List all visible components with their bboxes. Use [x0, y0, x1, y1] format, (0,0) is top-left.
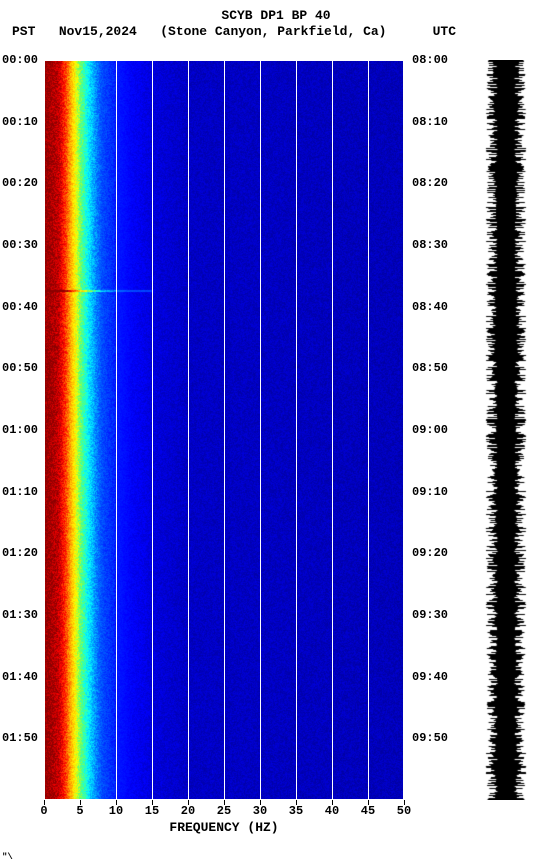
location-label: (Stone Canyon, Parkfield, Ca) — [160, 24, 386, 39]
ytick-right: 08:10 — [412, 115, 448, 129]
xtick-label: 35 — [289, 804, 303, 818]
ytick-left: 00:10 — [2, 115, 38, 129]
ytick-left: 01:10 — [2, 485, 38, 499]
ytick-left: 00:00 — [2, 53, 38, 67]
ytick-left: 01:00 — [2, 423, 38, 437]
header: SCYB DP1 BP 40 — [0, 0, 552, 25]
ytick-right: 08:50 — [412, 361, 448, 375]
xtick-label: 45 — [361, 804, 375, 818]
grid-line — [188, 60, 189, 800]
ytick-right: 09:30 — [412, 608, 448, 622]
grid-line — [296, 60, 297, 800]
ytick-left: 01:30 — [2, 608, 38, 622]
xtick-label: 25 — [217, 804, 231, 818]
waveform-panel — [480, 60, 532, 800]
xtick-label: 5 — [76, 804, 83, 818]
waveform-canvas — [480, 60, 532, 800]
date-label: Nov15,2024 — [59, 24, 137, 39]
tz-left-label: PST — [12, 24, 35, 39]
xtick-label: 30 — [253, 804, 267, 818]
grid-line — [152, 60, 153, 800]
ytick-right: 09:50 — [412, 731, 448, 745]
xtick-label: 40 — [325, 804, 339, 818]
ytick-left: 01:40 — [2, 670, 38, 684]
ytick-left: 01:50 — [2, 731, 38, 745]
footer-mark: "\ — [2, 852, 13, 862]
ytick-left: 01:20 — [2, 546, 38, 560]
ytick-right: 08:20 — [412, 176, 448, 190]
xtick-label: 15 — [145, 804, 159, 818]
title-line: SCYB DP1 BP 40 — [0, 8, 552, 25]
tz-right-label: UTC — [433, 24, 456, 39]
ytick-right: 09:20 — [412, 546, 448, 560]
ytick-left: 00:50 — [2, 361, 38, 375]
xtick-label: 20 — [181, 804, 195, 818]
ytick-right: 08:40 — [412, 300, 448, 314]
xtick-label: 0 — [40, 804, 47, 818]
tz-left-row: PST Nov15,2024 (Stone Canyon, Parkfield,… — [12, 24, 386, 39]
ytick-right: 08:30 — [412, 238, 448, 252]
ytick-right: 09:40 — [412, 670, 448, 684]
grid-line — [368, 60, 369, 800]
xtick-label: 10 — [109, 804, 123, 818]
x-axis-label: FREQUENCY (HZ) — [169, 820, 278, 835]
ytick-right: 09:10 — [412, 485, 448, 499]
ytick-right: 09:00 — [412, 423, 448, 437]
xtick-label: 50 — [397, 804, 411, 818]
grid-line — [224, 60, 225, 800]
ytick-left: 00:40 — [2, 300, 38, 314]
ytick-left: 00:20 — [2, 176, 38, 190]
grid-line — [332, 60, 333, 800]
grid-line — [116, 60, 117, 800]
grid-line — [260, 60, 261, 800]
ytick-right: 08:00 — [412, 53, 448, 67]
ytick-left: 00:30 — [2, 238, 38, 252]
